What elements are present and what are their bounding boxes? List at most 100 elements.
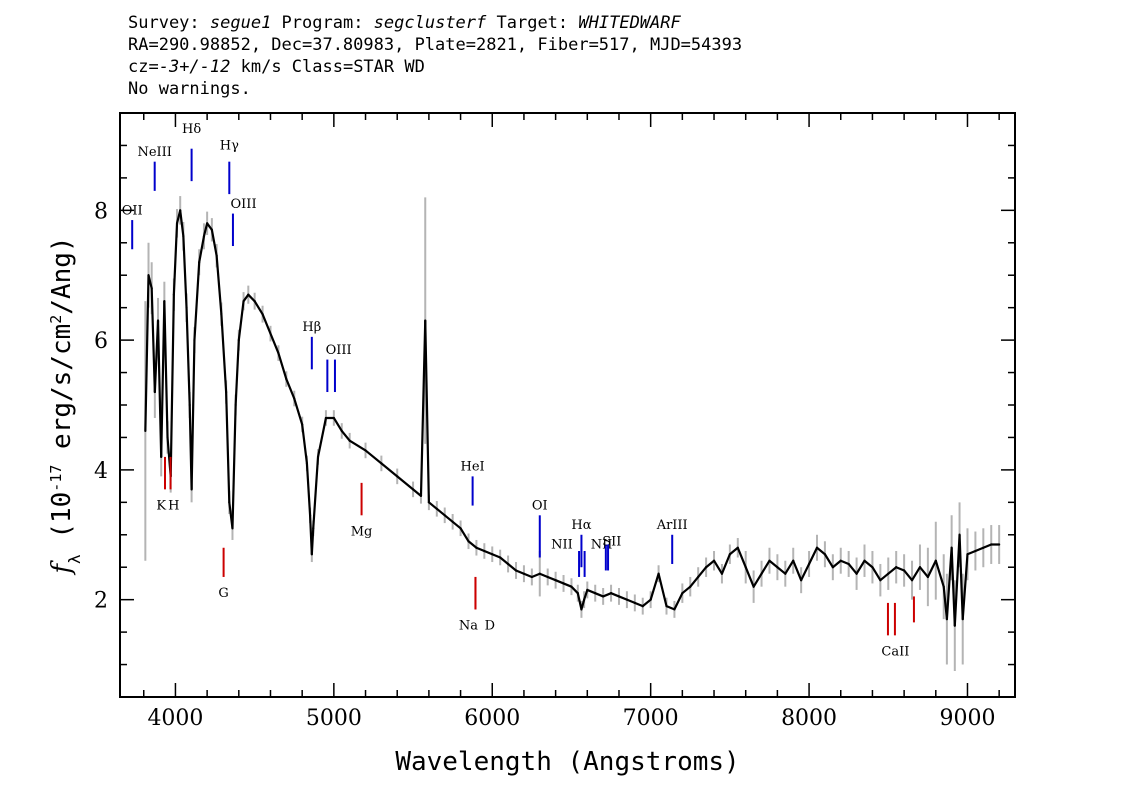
x-tick-label: 4000 [147, 706, 203, 731]
y-axis-label: fλ (10-17 erg/s/cm2/Ang) [47, 236, 84, 575]
absorption-line-label: Na [459, 619, 478, 634]
flux-segment [530, 572, 541, 579]
flux-segment [633, 601, 644, 608]
flux-segment [903, 569, 914, 582]
y-axis-label-part: (10 [47, 492, 77, 555]
flux-segment [419, 319, 427, 497]
flux-segment [617, 595, 629, 601]
header-line-2: RA=290.98852, Dec=37.80983, Plate=2821, … [128, 35, 743, 55]
x-tick-label: 9000 [939, 706, 995, 731]
flux-segment [285, 377, 296, 400]
flux-segment [261, 313, 272, 335]
flux-segment [467, 540, 478, 549]
flux-segment [499, 556, 510, 566]
y-axis-label-part: -17 [47, 465, 65, 492]
flux-segment [193, 261, 201, 342]
flux-segment [206, 222, 213, 231]
flux-segment [144, 274, 150, 433]
flux-segment [594, 592, 605, 598]
y-tick-label: 6 [94, 329, 108, 354]
flux-segment [953, 533, 961, 627]
y-axis-label-part: erg/s/cm [47, 324, 77, 465]
flux-segment [776, 566, 787, 575]
flux-segment [225, 390, 231, 504]
flux-segment [305, 462, 312, 517]
flux-segment [163, 300, 169, 439]
flux-segment [435, 507, 446, 517]
emission-line-label: ArIII [656, 518, 688, 533]
flux-segment [871, 566, 882, 582]
flux-segment [950, 546, 956, 627]
flux-segment [586, 588, 597, 595]
emission-line-label: Hγ [220, 138, 239, 153]
error-band-layer [144, 196, 1001, 672]
y-axis-label-part: /Ang) [47, 236, 77, 314]
flux-segment [396, 475, 415, 491]
flux-segment [242, 293, 250, 303]
y-axis-label-part: λ [65, 554, 84, 564]
flux-segment [580, 598, 586, 611]
flux-segment [570, 585, 579, 595]
absorption-line-label: Mg [351, 525, 373, 540]
flux-segment [253, 300, 264, 316]
flux-segment [705, 559, 716, 569]
flux-segment [312, 455, 320, 530]
flux-segment [514, 569, 526, 575]
flux-segment [150, 287, 156, 394]
survey-value: segue1 [209, 13, 272, 33]
flux-segment [831, 559, 842, 569]
y-tick-label: 8 [94, 199, 108, 224]
flux-segment [427, 501, 438, 510]
x-axis-label: Wavelength (Angstroms) [395, 747, 739, 777]
flux-segment [712, 559, 724, 575]
flux-segment [847, 562, 858, 575]
flux-segment [459, 527, 470, 543]
flux-segment [182, 235, 188, 309]
flux-segment [792, 559, 803, 582]
flux-segment [332, 416, 343, 433]
flux-segment [602, 592, 613, 598]
flux-segment [918, 566, 929, 579]
flux-segment [215, 254, 223, 316]
flux-segment [269, 332, 280, 355]
flux-segment [641, 598, 652, 608]
x-tick-label: 7000 [623, 706, 679, 731]
flux-segment [657, 572, 668, 608]
emission-line-label: NII [551, 538, 573, 553]
flux-segment [316, 416, 328, 459]
y-tick-label: 2 [94, 589, 108, 614]
flux-segment [160, 300, 166, 459]
flux-segment [380, 462, 399, 478]
x-tick-label: 5000 [306, 706, 362, 731]
flux-segment [934, 559, 945, 588]
flux-segment [966, 549, 977, 556]
flux-segment [736, 546, 747, 569]
flux-segment [554, 579, 565, 585]
flux-segment [301, 423, 309, 465]
spectral-lines-layer: OIINeIIIHδHγOIIIHβOIIIHeIOINIIHαNIISIIAr… [122, 122, 915, 660]
flux-segment [424, 319, 430, 504]
flux-segment [202, 222, 209, 238]
flux-segment [839, 559, 850, 566]
header-line-3: cz=-3+/-12 km/s Class=STAR WD [128, 57, 425, 77]
emission-line-label: HeI [461, 460, 485, 475]
spectrum-header: Survey: segue1 Program: segclusterf Targ… [128, 12, 742, 100]
emission-line-label: SII [602, 534, 621, 549]
emission-line-label: OIII [231, 197, 257, 212]
flux-segment [491, 553, 502, 559]
absorption-line-label: CaII [881, 645, 909, 660]
flux-line-layer [144, 209, 1001, 627]
flux-segment [649, 572, 660, 601]
flux-segment [247, 293, 256, 303]
flux-segment [220, 313, 228, 394]
flux-segment [190, 339, 196, 491]
flux-segment [562, 582, 573, 588]
flux-segment [364, 449, 383, 465]
emission-line-label: OI [532, 499, 548, 514]
flux-segment [926, 559, 937, 579]
flux-segment [443, 514, 454, 523]
flux-segment [895, 566, 906, 572]
x-tick-label: 6000 [464, 706, 520, 731]
flux-segment [720, 553, 731, 575]
absorption-line-label: K [156, 499, 166, 514]
